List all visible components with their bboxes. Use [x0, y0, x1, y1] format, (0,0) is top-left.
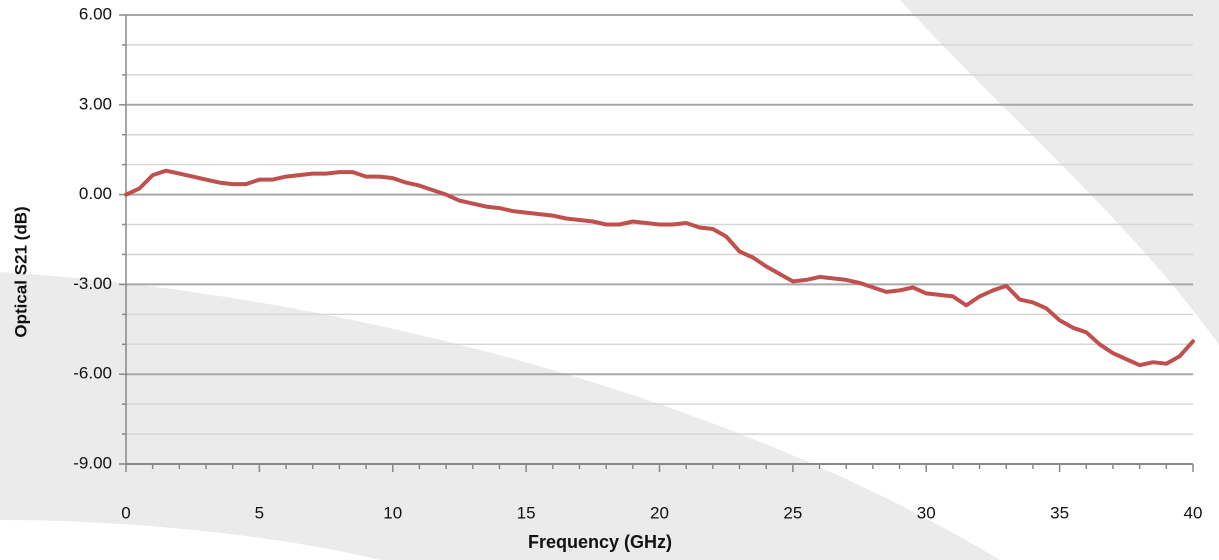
x-tick-label: 30 [917, 503, 936, 522]
x-tick-label: 25 [783, 503, 802, 522]
plot [124, 168, 1195, 368]
y-tick-label: -6.00 [73, 364, 112, 383]
y-tick-label: 3.00 [79, 94, 112, 113]
background-swoosh [0, 520, 380, 560]
x-tick-label: 15 [517, 503, 536, 522]
background-swoosh [900, 0, 1219, 345]
x-tick-label: 0 [121, 503, 130, 522]
grid: -9.00 -6.00 -3.00 0.00 3.00 6.00 0 5 10 15 20 25 30 3… [73, 4, 1202, 522]
x-tick-label: 35 [1050, 503, 1069, 522]
y-tick-label: -3.00 [73, 274, 112, 293]
x-axis-label: Frequency (GHz) [528, 532, 672, 552]
x-tick-label: 10 [383, 503, 402, 522]
y-tick-label: -9.00 [73, 453, 112, 472]
x-tick-label: 5 [255, 503, 264, 522]
y-tick-label: 6.00 [79, 4, 112, 23]
y-axis-label: Optical S21 (dB) [11, 206, 30, 337]
x-tick-label: 20 [650, 503, 669, 522]
y-tick-label: 0.00 [79, 184, 112, 203]
x-tick-label: 40 [1184, 503, 1203, 522]
data-line [124, 168, 1195, 368]
